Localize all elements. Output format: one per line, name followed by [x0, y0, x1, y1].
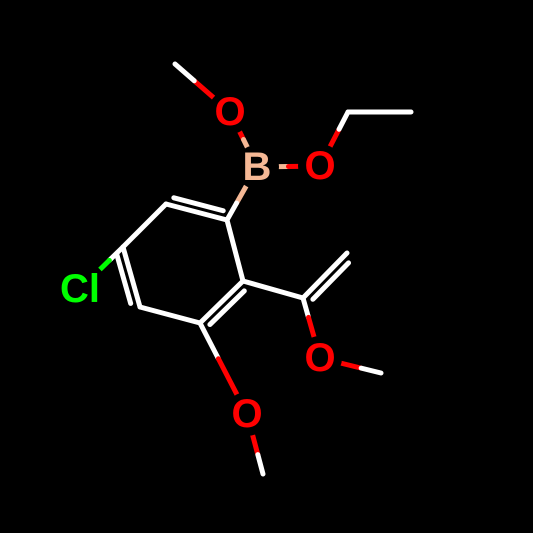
- atom-label-o: O: [231, 392, 262, 436]
- atom-label-o: O: [214, 90, 245, 134]
- atom-label-o: O: [304, 336, 335, 380]
- molecule-diagram: OBOClOO: [0, 0, 533, 533]
- atom-label-cl: Cl: [60, 267, 100, 311]
- atom-label-o: O: [304, 144, 335, 188]
- atom-label-b: B: [243, 145, 272, 189]
